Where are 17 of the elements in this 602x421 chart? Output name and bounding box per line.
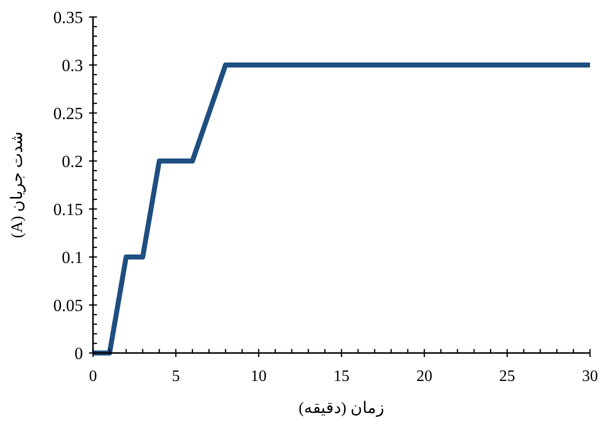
x-tick-label: 30 xyxy=(582,368,598,385)
y-axis-title: شدت جریان (A) xyxy=(9,132,26,238)
y-tick-label: 0.2 xyxy=(62,152,83,171)
x-tick-label: 15 xyxy=(334,368,350,385)
y-tick-label: 0.35 xyxy=(53,8,83,27)
x-tick-label: 20 xyxy=(416,368,432,385)
x-tick-label: 0 xyxy=(89,368,97,385)
y-tick-label: 0.25 xyxy=(53,104,83,123)
y-tick-label: 0.1 xyxy=(62,248,83,267)
y-tick-label: 0.05 xyxy=(53,296,83,315)
x-axis-title: زمان (دقیقه) xyxy=(298,400,384,417)
x-tick-label: 10 xyxy=(250,368,267,385)
x-tick-label: 5 xyxy=(172,368,180,385)
x-tick-label: 25 xyxy=(499,368,516,385)
y-tick-label: 0 xyxy=(74,344,83,363)
y-tick-label: 0.3 xyxy=(62,56,83,75)
y-tick-label: 0.15 xyxy=(53,200,83,219)
